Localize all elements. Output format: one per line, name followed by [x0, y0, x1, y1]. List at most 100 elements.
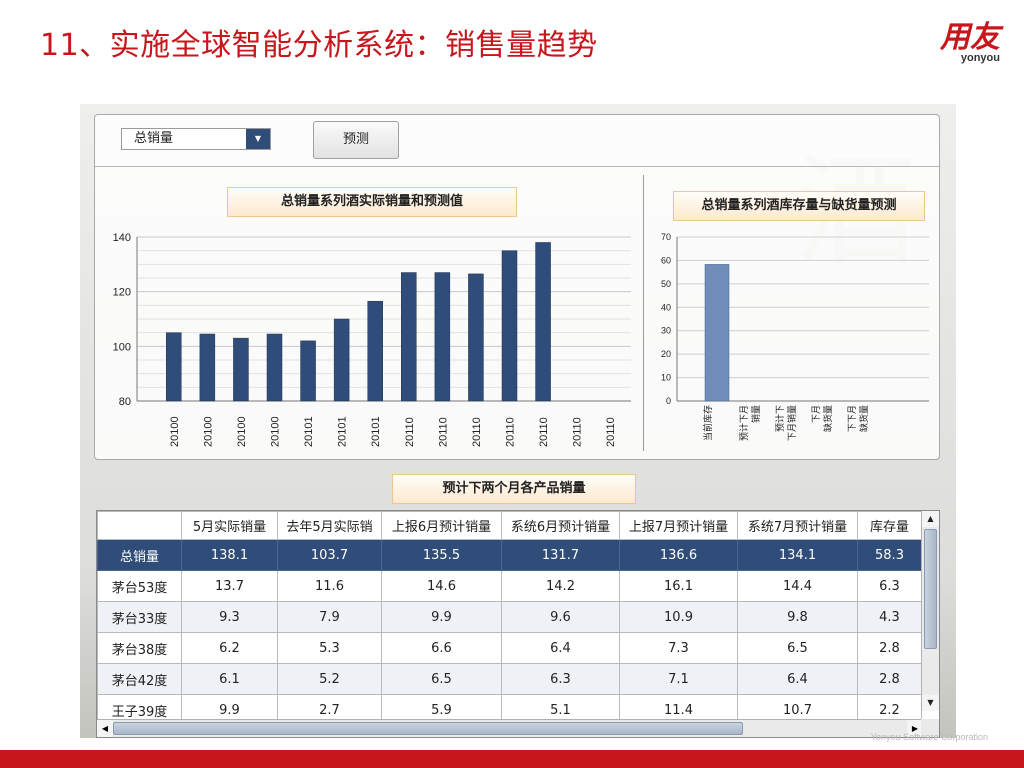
y-tick-label: 40 — [661, 302, 671, 312]
table-cell: 134.1 — [737, 539, 858, 571]
scroll-right-icon[interactable]: ▶ — [907, 720, 923, 737]
x-tick-label: 当前库存 — [702, 405, 713, 441]
scroll-down-icon[interactable]: ▼ — [922, 695, 939, 711]
table-row[interactable]: 茅台53度 13.7 11.6 14.6 14.2 16.1 14.4 6.3 — [97, 570, 922, 602]
table-cell: 2.8 — [857, 632, 922, 664]
row-label: 茅台33度 — [97, 601, 182, 633]
table-cell: 7.9 — [277, 601, 382, 633]
column-header[interactable]: 系统6月预计销量 — [501, 511, 620, 540]
row-label: 茅台38度 — [97, 632, 182, 664]
column-header[interactable]: 系统7月预计销量 — [737, 511, 858, 540]
y-tick-label: 10 — [661, 373, 671, 383]
y-tick-label: 0 — [666, 396, 671, 406]
table-cell: 136.6 — [619, 539, 738, 571]
table-cell: 13.7 — [181, 570, 278, 602]
logo-chinese: 用友 — [940, 20, 1000, 55]
column-header[interactable]: 5月实际销量 — [181, 511, 278, 540]
table-cell: 131.7 — [501, 539, 620, 571]
scroll-up-icon[interactable]: ▲ — [922, 511, 939, 527]
table-cell: 16.1 — [619, 570, 738, 602]
table-cell: 6.5 — [737, 632, 858, 664]
x-tick-label: 20110 — [605, 417, 617, 447]
column-header[interactable] — [97, 511, 182, 540]
vertical-scroll-thumb[interactable] — [924, 529, 937, 649]
y-tick-label: 20 — [661, 349, 671, 359]
vertical-scrollbar[interactable]: ▲ ▼ — [921, 511, 939, 711]
table-cell: 9.3 — [181, 601, 278, 633]
bar — [300, 340, 316, 402]
table-cell: 6.4 — [501, 632, 620, 664]
x-tick-label: 20100 — [202, 416, 214, 447]
table-cell: 103.7 — [277, 539, 382, 571]
table-cell: 6.5 — [381, 663, 502, 695]
table-cell: 10.9 — [619, 601, 738, 633]
y-tick-label: 30 — [661, 326, 671, 336]
y-tick-label: 120 — [113, 287, 131, 299]
row-label: 总销量 — [97, 539, 182, 571]
y-tick-label: 60 — [661, 255, 671, 265]
column-header[interactable]: 上报7月预计销量 — [619, 511, 738, 540]
x-tick-label: 20101 — [337, 416, 349, 447]
table-cell: 135.5 — [381, 539, 502, 571]
toolbar: 总销量 ▼ 预测 — [95, 115, 939, 167]
chart-divider — [643, 175, 644, 451]
bar — [233, 337, 249, 402]
table-row[interactable]: 茅台33度 9.3 7.9 9.9 9.6 10.9 9.8 4.3 — [97, 601, 922, 633]
forecast-grid: 5月实际销量 去年5月实际销 上报6月预计销量 系统6月预计销量 上报7月预计销… — [97, 511, 922, 726]
table-cell: 14.2 — [501, 570, 620, 602]
table-cell: 138.1 — [181, 539, 278, 571]
x-tick-label: 20100 — [169, 416, 181, 447]
bar — [401, 272, 417, 402]
x-tick-label: 20110 — [572, 417, 584, 447]
table-cell: 9.9 — [381, 601, 502, 633]
dropdown-arrow-icon[interactable]: ▼ — [246, 129, 270, 149]
table-cell: 2.8 — [857, 663, 922, 695]
row-label: 茅台53度 — [97, 570, 182, 602]
column-header[interactable]: 上报6月预计销量 — [381, 511, 502, 540]
table-cell: 58.3 — [857, 539, 922, 571]
x-tick-label: 20101 — [303, 416, 315, 447]
table-cell: 5.3 — [277, 632, 382, 664]
scroll-corner — [921, 719, 939, 737]
product-select[interactable]: 总销量 ▼ — [121, 128, 271, 150]
horizontal-scroll-thumb[interactable] — [113, 722, 743, 735]
y-tick-label: 50 — [661, 279, 671, 289]
table-row[interactable]: 茅台38度 6.2 5.3 6.6 6.4 7.3 6.5 2.8 — [97, 632, 922, 664]
table-cell: 11.6 — [277, 570, 382, 602]
column-header[interactable]: 库存量 — [857, 511, 922, 540]
analysis-app-window: 酒 总销量 ▼ 预测 总销量系列酒实际销量和预测值 80100120140201… — [80, 104, 956, 738]
x-tick-label: 销量 — [750, 405, 761, 423]
footer-company: Yonyou Software Corporation — [870, 732, 988, 742]
table-cell: 6.2 — [181, 632, 278, 664]
y-tick-label: 100 — [113, 341, 131, 353]
table-cell: 7.1 — [619, 663, 738, 695]
x-tick-label: 20100 — [236, 416, 248, 447]
table-cell: 9.8 — [737, 601, 858, 633]
predict-button[interactable]: 预测 — [313, 121, 399, 159]
y-tick-label: 140 — [113, 232, 131, 244]
x-tick-label: 下月 — [811, 405, 821, 423]
bar — [367, 300, 383, 402]
chart-panel: 总销量 ▼ 预测 总销量系列酒实际销量和预测值 80 100 120 140 20100… — [94, 114, 940, 460]
x-tick-label: 20110 — [437, 417, 449, 447]
horizontal-scrollbar[interactable]: ◀ ▶ — [97, 719, 923, 737]
table-cell: 6.3 — [857, 570, 922, 602]
product-select-value: 总销量 — [134, 131, 174, 146]
scroll-left-icon[interactable]: ◀ — [97, 720, 113, 737]
sales-bar-chart: 80 100 120 140 20100 20100 20100 20100 20101 2010… — [113, 232, 631, 447]
x-tick-label: 缺货量 — [858, 405, 869, 432]
table-cell: 6.6 — [381, 632, 502, 664]
bar — [434, 272, 451, 402]
inventory-chart-title: 总销量系列酒库存量与缺货量预测 — [673, 191, 925, 221]
column-header[interactable]: 去年5月实际销 — [277, 511, 382, 540]
table-cell: 6.3 — [501, 663, 620, 695]
x-tick-label: 20110 — [505, 417, 517, 447]
table-row-total[interactable]: 总销量 138.1 103.7 135.5 131.7 136.6 134.1 … — [97, 539, 922, 571]
bar — [333, 318, 350, 402]
x-tick-label: 20110 — [471, 417, 483, 447]
slide-title: 11、实施全球智能分析系统：销售量趋势 — [40, 28, 598, 63]
footer-bar — [0, 750, 1024, 768]
table-row[interactable]: 茅台42度 6.1 5.2 6.5 6.3 7.1 6.4 2.8 — [97, 663, 922, 695]
